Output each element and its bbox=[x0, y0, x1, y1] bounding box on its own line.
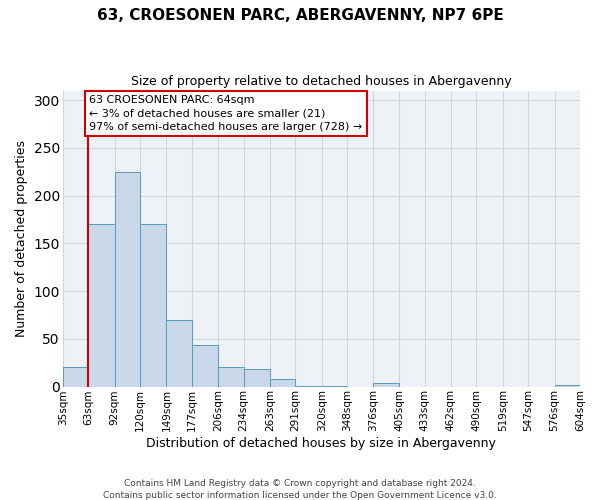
Bar bbox=[115, 172, 140, 386]
Text: 63, CROESONEN PARC, ABERGAVENNY, NP7 6PE: 63, CROESONEN PARC, ABERGAVENNY, NP7 6PE bbox=[97, 8, 503, 22]
Bar bbox=[270, 379, 295, 386]
Bar bbox=[218, 368, 244, 386]
Bar bbox=[554, 384, 580, 386]
Bar bbox=[88, 224, 115, 386]
Bar bbox=[373, 382, 399, 386]
Bar bbox=[140, 224, 166, 386]
Text: 63 CROESONEN PARC: 64sqm
← 3% of detached houses are smaller (21)
97% of semi-de: 63 CROESONEN PARC: 64sqm ← 3% of detache… bbox=[89, 96, 362, 132]
Bar bbox=[63, 368, 88, 386]
Bar bbox=[192, 346, 218, 387]
Y-axis label: Number of detached properties: Number of detached properties bbox=[15, 140, 28, 337]
Text: Contains HM Land Registry data © Crown copyright and database right 2024.
Contai: Contains HM Land Registry data © Crown c… bbox=[103, 478, 497, 500]
Title: Size of property relative to detached houses in Abergavenny: Size of property relative to detached ho… bbox=[131, 75, 512, 88]
X-axis label: Distribution of detached houses by size in Abergavenny: Distribution of detached houses by size … bbox=[146, 437, 496, 450]
Bar bbox=[244, 370, 270, 386]
Bar bbox=[166, 320, 192, 386]
